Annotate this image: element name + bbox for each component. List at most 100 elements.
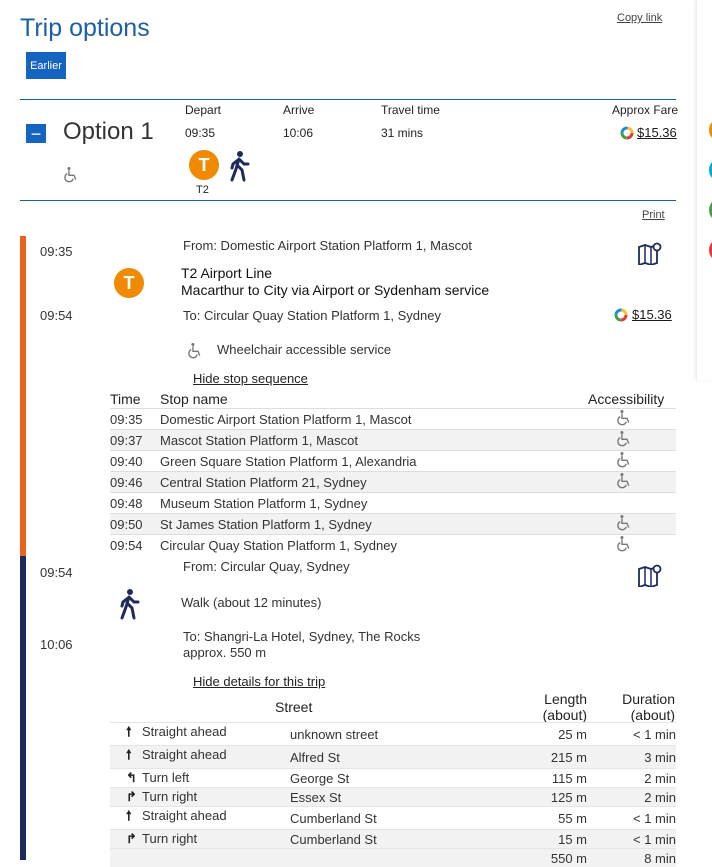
stop-time: 09:48: [110, 493, 160, 514]
length-header-line1: Length: [520, 691, 587, 707]
stop-accessibility: [588, 514, 676, 535]
stop-name: Circular Quay Station Platform 1, Sydney: [160, 535, 588, 556]
wheelchair-icon: [187, 342, 204, 364]
duration-header-line2: (about): [600, 707, 675, 723]
print-link[interactable]: Print: [642, 209, 665, 221]
walk-duration-text: Walk (about 12 minutes): [181, 595, 321, 610]
direction-street: Cumberland St: [290, 807, 510, 830]
train-service: Macarthur to City via Airport or Sydenha…: [181, 282, 489, 298]
arrive-header: Arrive: [283, 103, 314, 117]
direction-action: Straight ahead: [142, 808, 227, 823]
walk-from: From: Circular Quay, Sydney: [183, 559, 350, 574]
earlier-button[interactable]: Earlier: [26, 52, 66, 79]
stop-name: Museum Station Platform 1, Sydney: [160, 493, 588, 514]
map-icon[interactable]: [637, 563, 663, 592]
direction-duration: 2 min: [587, 769, 676, 788]
walk-mode-icon: [228, 150, 250, 187]
walk-icon: [118, 588, 140, 625]
stop-name: Domestic Airport Station Platform 1, Mas…: [160, 409, 588, 430]
direction-action: Turn left: [142, 770, 189, 785]
opal-icon: [614, 308, 628, 322]
wheelchair-accessible-text: Wheelchair accessible service: [217, 342, 391, 357]
arrow-up-icon: 🠕: [126, 746, 142, 768]
train-to: To: Circular Quay Station Platform 1, Sy…: [183, 308, 441, 323]
hide-trip-details-link[interactable]: Hide details for this trip: [193, 674, 325, 689]
train-line-name: T2 Airport Line: [181, 265, 272, 281]
option-label[interactable]: Option 1: [63, 118, 154, 146]
direction-duration: 3 min: [587, 746, 676, 769]
stop-accessibility: [588, 472, 676, 493]
option-fare[interactable]: $15.36: [637, 125, 677, 140]
wheelchair-icon: [63, 166, 80, 188]
direction-street: Cumberland St: [290, 830, 510, 849]
train-from: From: Domestic Airport Station Platform …: [183, 238, 472, 253]
stop-accessibility: [588, 493, 676, 514]
stop-time: 09:50: [110, 514, 160, 535]
direction-street: George St: [290, 769, 510, 788]
stop-accessibility: [588, 535, 676, 556]
direction-action: Straight ahead: [142, 747, 227, 762]
arrow-up-icon: 🠕: [126, 807, 142, 829]
walk-leg-bar: [20, 556, 26, 860]
direction-action: Turn right: [142, 789, 197, 804]
walk-distance: approx. 550 m: [183, 645, 266, 660]
train-depart-time: 09:35: [40, 244, 73, 259]
stop-time: 09:54: [110, 535, 160, 556]
direction-street: Alfred St: [290, 746, 510, 769]
total-length: 550 m: [510, 849, 587, 867]
stop-time: 09:37: [110, 430, 160, 451]
length-header: Length (about): [520, 691, 587, 723]
stop-time: 09:40: [110, 451, 160, 472]
wheelchair-icon: [616, 540, 633, 555]
total-duration: 8 min: [587, 849, 676, 867]
wheelchair-icon: [616, 414, 633, 429]
travel-time-header: Travel time: [381, 103, 440, 117]
arrive-time: 10:06: [283, 126, 313, 140]
direction-action: Turn right: [142, 831, 197, 846]
train-mode-icon: T: [189, 150, 219, 180]
train-arrive-time: 09:54: [40, 308, 73, 323]
approx-fare-header: Approx Fare: [612, 103, 678, 117]
depart-header: Depart: [185, 103, 221, 117]
direction-length: 55 m: [510, 807, 587, 830]
stop-name: St James Station Platform 1, Sydney: [160, 514, 588, 535]
direction-duration: < 1 min: [587, 830, 676, 849]
depart-time: 09:35: [185, 126, 215, 140]
train-icon: T: [114, 268, 144, 298]
stop-accessibility: [588, 451, 676, 472]
collapse-option-button[interactable]: −: [26, 124, 46, 143]
direction-length: 115 m: [510, 769, 587, 788]
duration-header-line1: Duration: [600, 691, 675, 707]
divider: [20, 99, 676, 100]
accessibility-header: Accessibility: [588, 390, 676, 409]
copy-link[interactable]: Copy link: [617, 12, 662, 24]
direction-length: 15 m: [510, 830, 587, 849]
map-icon[interactable]: [637, 241, 663, 270]
stop-accessibility: [588, 409, 676, 430]
wheelchair-icon: [616, 435, 633, 450]
stop-time: 09:46: [110, 472, 160, 493]
train-fare[interactable]: $15.36: [632, 307, 672, 322]
direction-duration: < 1 min: [587, 807, 676, 830]
direction-length: 125 m: [510, 788, 587, 807]
hide-stop-sequence-link[interactable]: Hide stop sequence: [193, 371, 308, 386]
side-panel: [696, 0, 712, 380]
turn-right-icon: ↱: [126, 789, 142, 805]
walk-depart-time: 09:54: [40, 565, 73, 580]
length-header-line2: (about): [520, 707, 587, 723]
opal-icon: [620, 126, 634, 140]
wheelchair-icon: [616, 519, 633, 534]
train-leg-bar: [20, 236, 26, 556]
direction-length: 25 m: [510, 723, 587, 746]
stop-name: Central Station Platform 21, Sydney: [160, 472, 588, 493]
direction-street: Essex St: [290, 788, 510, 807]
